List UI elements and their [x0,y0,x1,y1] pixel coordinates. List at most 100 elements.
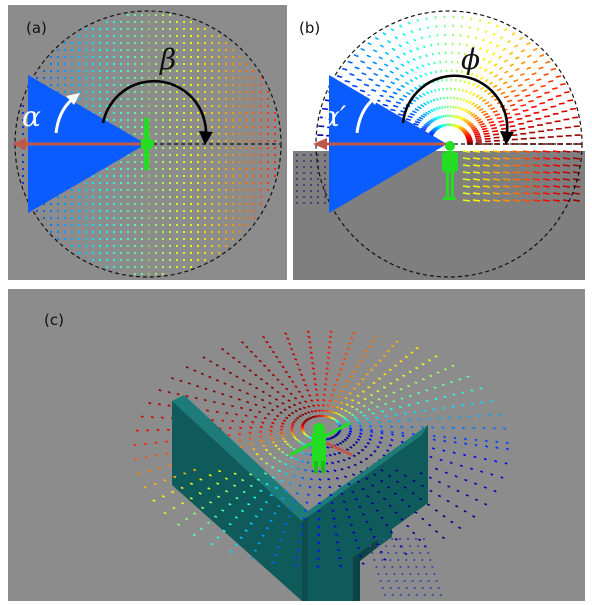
sample-ray [532,47,538,52]
sample-ray [399,74,405,78]
sample-ray [402,52,407,56]
sample-point [91,55,95,59]
sample-point [407,418,411,422]
sample-ray [488,120,495,124]
sample-point [341,363,345,366]
sample-point [98,188,102,192]
sample-ray [453,124,458,128]
sample-point [403,551,406,555]
sample-point [154,97,158,101]
sample-point [274,553,278,557]
sample-ray [452,96,456,100]
sample-point [316,549,320,553]
sample-point [259,181,263,185]
sample-point [306,461,310,464]
sample-ray [392,91,398,95]
sample-ray [460,116,464,121]
sample-point [105,41,109,45]
sample-ray [461,88,465,93]
sample-point [35,209,39,213]
sample-point [196,195,200,199]
sample-point [105,83,109,87]
sample-ray [464,108,468,113]
sample-point [425,389,429,392]
sample-point [192,533,196,537]
sample-point [252,69,256,73]
sample-point [126,174,130,178]
sample-point [182,125,186,129]
sample-point [331,405,335,408]
sample-point [161,13,165,17]
sample-point [203,223,207,227]
sample-point [241,420,245,423]
sample-point [248,383,252,386]
sample-ray [466,137,473,140]
sample-ray [472,185,481,188]
sample-point [140,62,144,66]
sample-point [441,383,445,387]
sample-point [49,209,53,213]
sample-point [221,392,225,396]
sample-point [231,111,235,115]
sample-point [408,394,412,398]
sample-point [333,383,337,387]
sample-point [133,230,137,234]
sample-point [196,118,200,122]
sample-point [270,437,274,440]
sample-point [429,586,432,590]
sample-ray [400,63,405,67]
sample-ray [522,157,531,160]
sample-point [168,104,172,108]
sample-ray [548,79,554,83]
sample-point [175,202,179,206]
sample-point [189,265,193,269]
sample-point [411,579,414,583]
sample-point [225,411,229,415]
sample-point [182,258,186,262]
sample-point [380,479,384,483]
sample-point [245,153,249,157]
sample-ray [413,38,417,42]
sample-point [133,251,137,255]
sample-ray [495,44,500,48]
sample-point [259,76,263,80]
sample-ray [467,34,470,38]
sample-point [84,90,88,94]
sample-point [411,492,415,495]
sample-ray [431,129,437,133]
sample-point [119,202,123,206]
sample-point [249,350,253,354]
sample-point [147,13,151,17]
sample-ray [465,99,469,103]
sample-point [390,438,394,442]
sample-point [154,76,158,80]
sample-ray [464,133,471,137]
sample-point [231,76,235,80]
sample-point [105,55,109,59]
sample-ray [492,32,496,37]
sample-point [56,83,60,87]
sample-point [427,551,430,555]
sample-point [84,230,88,234]
sample-ray [394,36,399,40]
sample-ray [459,97,463,101]
sample-point [495,446,499,449]
sample-point [154,265,158,269]
sample-point [266,111,270,115]
sample-point [312,372,316,376]
sample-point [316,557,320,560]
sample-ray [456,60,459,64]
sample-point [154,27,158,31]
sample-point [189,104,193,108]
sample-point [274,398,278,401]
sample-ray [407,21,411,25]
sample-point [267,412,271,416]
sample-point [238,62,242,66]
sample-point [187,382,191,385]
sample-ray [434,70,438,74]
sample-point [175,258,179,262]
sample-ray [562,171,571,174]
sample-point [285,387,289,391]
sample-ray [361,72,367,76]
sample-point [494,459,498,463]
